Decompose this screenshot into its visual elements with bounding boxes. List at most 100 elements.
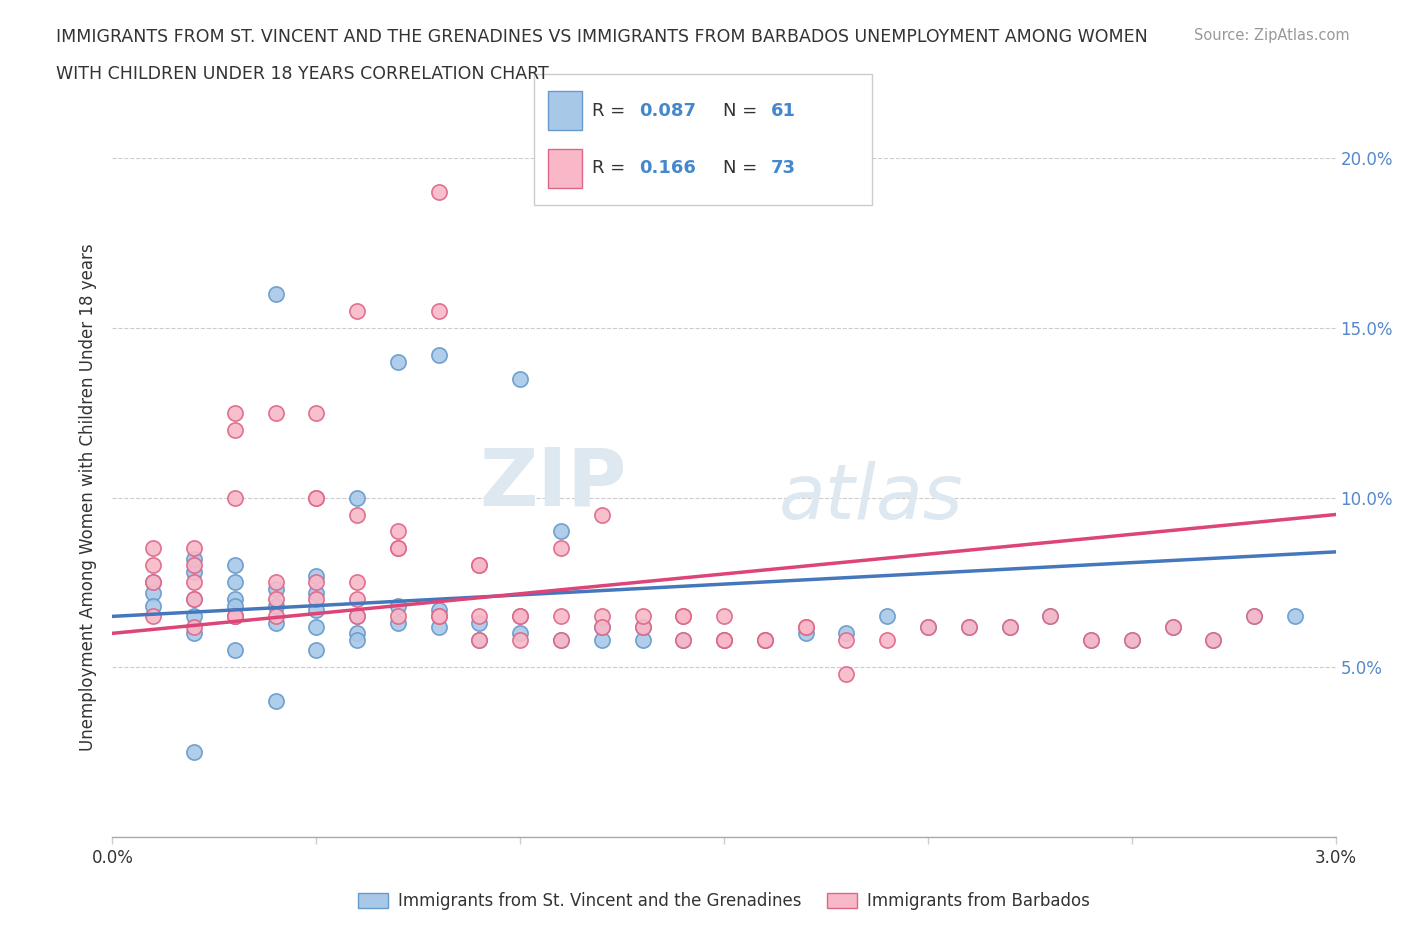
Point: [183, 626, 205, 641]
Text: 0.166: 0.166: [638, 159, 696, 177]
Point: [305, 602, 328, 617]
Point: [387, 525, 409, 539]
Point: [387, 541, 409, 556]
Point: [346, 575, 368, 590]
Point: [713, 632, 735, 647]
Point: [754, 632, 776, 647]
Point: [427, 185, 450, 200]
Point: [224, 643, 246, 658]
Point: [1080, 632, 1102, 647]
Point: [427, 609, 450, 624]
Point: [224, 558, 246, 573]
Point: [387, 354, 409, 369]
Point: [998, 619, 1021, 634]
Point: [1121, 632, 1143, 647]
Text: 73: 73: [770, 159, 796, 177]
Text: R =: R =: [592, 159, 631, 177]
Point: [591, 609, 613, 624]
Point: [427, 609, 450, 624]
Point: [224, 575, 246, 590]
Point: [224, 405, 246, 420]
Point: [387, 616, 409, 631]
Point: [550, 632, 572, 647]
Point: [346, 609, 368, 624]
Point: [183, 551, 205, 566]
Point: [142, 599, 165, 614]
Point: [754, 632, 776, 647]
Point: [631, 609, 654, 624]
Point: [387, 609, 409, 624]
Point: [1243, 609, 1265, 624]
Point: [468, 558, 491, 573]
Text: 61: 61: [770, 102, 796, 120]
Text: ZIP: ZIP: [479, 445, 626, 523]
Point: [550, 525, 572, 539]
Point: [1080, 632, 1102, 647]
Point: [346, 632, 368, 647]
Point: [224, 609, 246, 624]
Point: [672, 632, 695, 647]
Point: [550, 609, 572, 624]
Point: [509, 609, 531, 624]
Point: [183, 592, 205, 607]
Point: [631, 619, 654, 634]
Point: [264, 616, 287, 631]
Point: [224, 599, 246, 614]
Point: [468, 609, 491, 624]
Point: [1039, 609, 1062, 624]
Text: N =: N =: [723, 159, 763, 177]
Point: [917, 619, 939, 634]
Point: [713, 632, 735, 647]
Point: [305, 568, 328, 583]
Point: [264, 286, 287, 301]
Point: [1284, 609, 1306, 624]
Point: [224, 609, 246, 624]
Point: [876, 609, 898, 624]
Point: [998, 619, 1021, 634]
Point: [1202, 632, 1225, 647]
Point: [835, 667, 858, 682]
Point: [183, 558, 205, 573]
Text: WITH CHILDREN UNDER 18 YEARS CORRELATION CHART: WITH CHILDREN UNDER 18 YEARS CORRELATION…: [56, 65, 548, 83]
Point: [591, 507, 613, 522]
Point: [142, 575, 165, 590]
Text: atlas: atlas: [779, 460, 963, 535]
Point: [224, 490, 246, 505]
Point: [509, 632, 531, 647]
Point: [1202, 632, 1225, 647]
Point: [224, 422, 246, 437]
Point: [183, 575, 205, 590]
Point: [427, 303, 450, 318]
Point: [1161, 619, 1184, 634]
Point: [631, 632, 654, 647]
FancyBboxPatch shape: [534, 74, 872, 205]
Point: [142, 585, 165, 600]
Point: [183, 745, 205, 760]
FancyBboxPatch shape: [548, 149, 582, 188]
Point: [387, 541, 409, 556]
Point: [917, 619, 939, 634]
Point: [591, 632, 613, 647]
Point: [142, 575, 165, 590]
Point: [264, 575, 287, 590]
Point: [672, 609, 695, 624]
Point: [264, 609, 287, 624]
Point: [468, 632, 491, 647]
Point: [305, 490, 328, 505]
Point: [305, 575, 328, 590]
Text: Source: ZipAtlas.com: Source: ZipAtlas.com: [1194, 28, 1350, 43]
Point: [346, 507, 368, 522]
Point: [876, 632, 898, 647]
Point: [835, 626, 858, 641]
Point: [346, 490, 368, 505]
Point: [835, 632, 858, 647]
Point: [957, 619, 980, 634]
Point: [672, 632, 695, 647]
Point: [142, 558, 165, 573]
Point: [183, 565, 205, 579]
Point: [509, 626, 531, 641]
Point: [224, 592, 246, 607]
Point: [427, 619, 450, 634]
Point: [468, 632, 491, 647]
FancyBboxPatch shape: [548, 91, 582, 130]
